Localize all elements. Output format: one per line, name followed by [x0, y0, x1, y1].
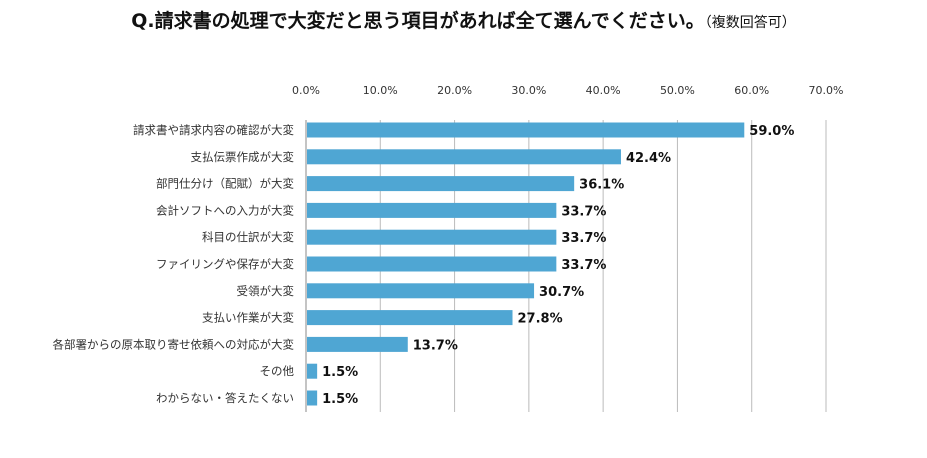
- bar: [307, 122, 745, 138]
- bar: [307, 363, 318, 379]
- data-label: 1.5%: [322, 392, 358, 407]
- category-label: 受領が大変: [237, 284, 295, 298]
- data-label: 27.8%: [518, 312, 563, 327]
- x-tick-label: 30.0%: [511, 84, 546, 97]
- bar: [307, 283, 535, 299]
- x-tick-label: 20.0%: [437, 84, 472, 97]
- category-label: その他: [260, 364, 295, 378]
- bar: [307, 310, 513, 326]
- bar: [307, 176, 575, 192]
- x-tick-label: 60.0%: [734, 84, 769, 97]
- category-label: 支払い作業が大変: [202, 311, 294, 325]
- category-label: わからない・答えたくない: [156, 391, 294, 405]
- x-tick-label: 40.0%: [586, 84, 621, 97]
- category-label: 支払伝票作成が大変: [191, 150, 295, 164]
- bar: [307, 336, 408, 352]
- x-tick-label: 70.0%: [809, 84, 844, 97]
- category-label: 請求書や請求内容の確認が大変: [133, 123, 294, 137]
- category-label: 各部署からの原本取り寄せ依頼への対応が大変: [53, 337, 295, 351]
- category-label: 会計ソフトへの入力が大変: [156, 203, 294, 217]
- data-label: 59.0%: [749, 124, 794, 139]
- x-tick-label: 50.0%: [660, 84, 695, 97]
- x-tick-label: 10.0%: [363, 84, 398, 97]
- category-label: 科目の仕訳が大変: [202, 230, 294, 244]
- bar: [307, 229, 557, 245]
- data-label: 33.7%: [561, 204, 606, 219]
- bar: [307, 390, 318, 406]
- data-label: 33.7%: [561, 231, 606, 246]
- chart-title: Q.請求書の処理で大変だと思う項目があれば全て選んでください。（複数回答可）: [0, 6, 927, 33]
- subtitle-text: （複数回答可）: [704, 15, 796, 31]
- data-label: 36.1%: [579, 178, 624, 193]
- data-label: 42.4%: [626, 151, 671, 166]
- bar: [307, 149, 621, 165]
- data-label: 13.7%: [413, 338, 458, 353]
- title-text: Q.請求書の処理で大変だと思う項目があれば全て選んでください。: [131, 10, 705, 32]
- bar: [307, 256, 557, 272]
- category-label: 部門仕分け（配賦）が大変: [156, 177, 294, 191]
- x-tick-label: 0.0%: [292, 84, 320, 97]
- data-label: 1.5%: [322, 365, 358, 380]
- bar: [307, 202, 557, 218]
- category-label: ファイリングや保存が大変: [156, 257, 294, 271]
- data-label: 30.7%: [539, 285, 584, 300]
- data-label: 33.7%: [561, 258, 606, 273]
